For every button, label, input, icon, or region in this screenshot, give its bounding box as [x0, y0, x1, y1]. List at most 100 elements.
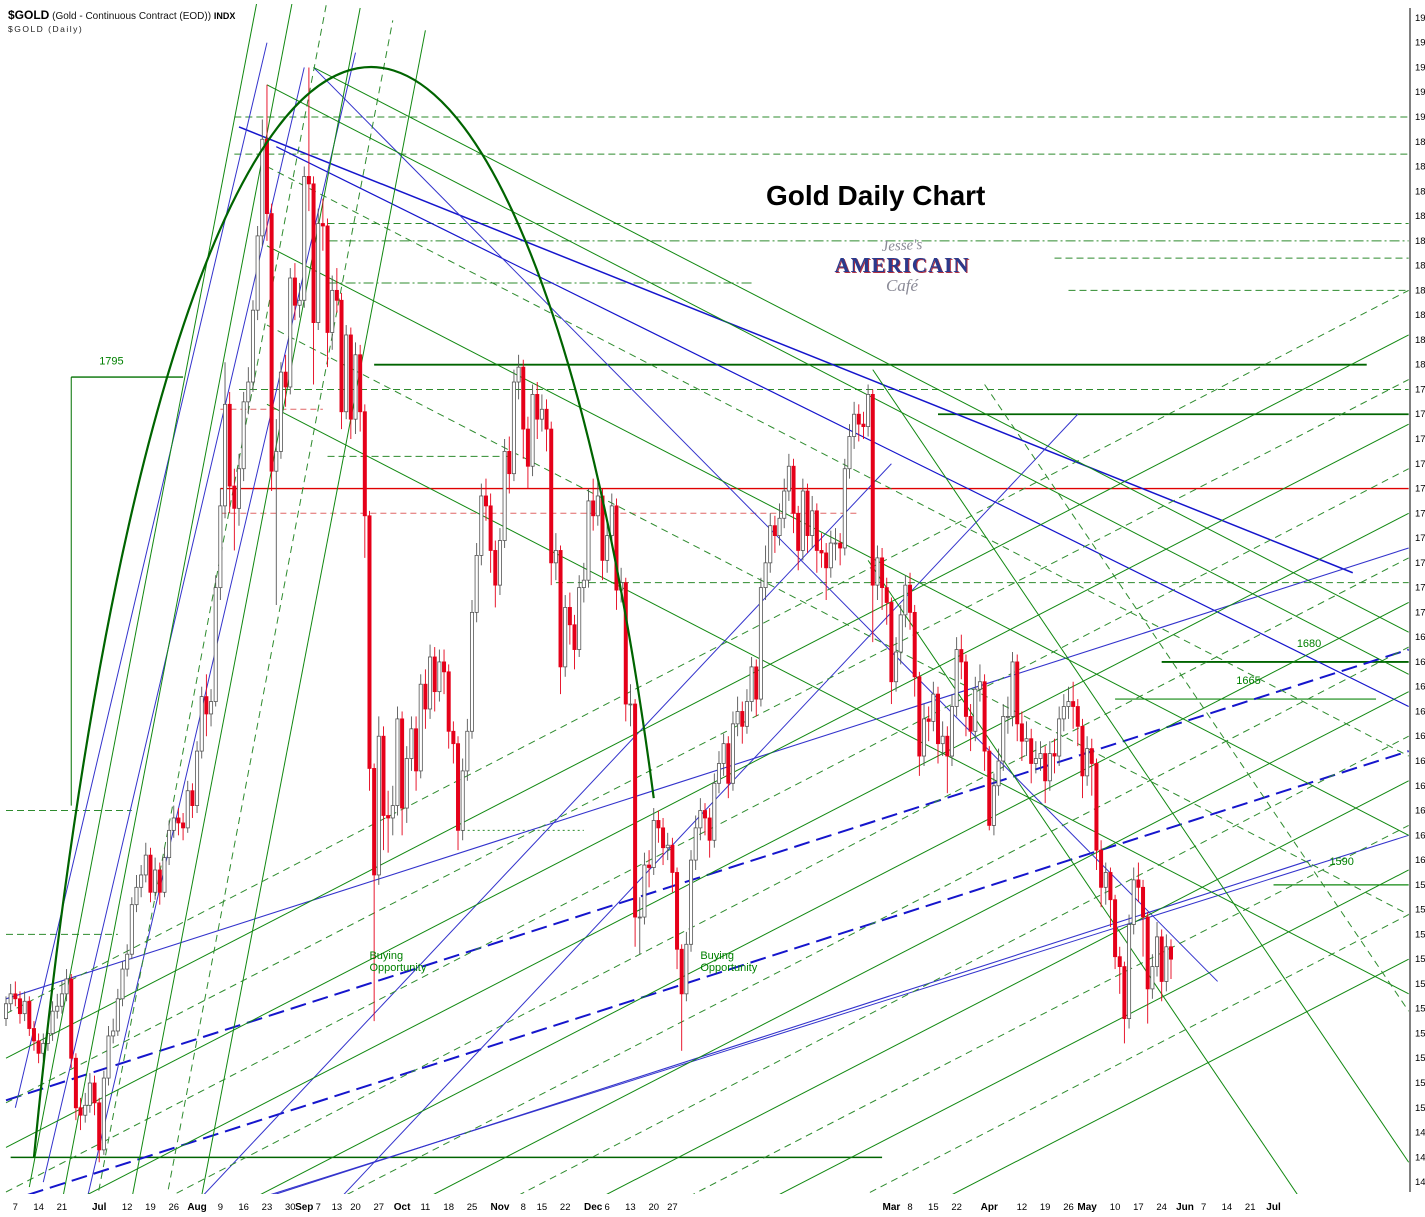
candle-body [959, 649, 964, 663]
candle-body [8, 993, 13, 1005]
candle-body [157, 869, 162, 893]
candle-body [549, 428, 554, 564]
candle-body [539, 408, 544, 420]
price-tick-label: 1870 [1415, 186, 1425, 197]
candle-body [675, 872, 680, 950]
candle-body [437, 661, 442, 693]
date-month-label: Oct [394, 1202, 411, 1213]
candle-body [348, 334, 353, 420]
date-tick-label: 13 [625, 1202, 636, 1213]
candle-body [227, 403, 232, 487]
date-tick-label: 13 [332, 1202, 343, 1213]
candle-body [255, 235, 260, 311]
price-tick-label: 1470 [1415, 1177, 1425, 1188]
candle-body [31, 1028, 36, 1042]
candle-body [306, 176, 311, 185]
candle-body [642, 864, 647, 918]
candle-body [977, 681, 982, 690]
price-tick-label: 1550 [1415, 979, 1425, 990]
date-tick-label: 7 [1201, 1202, 1206, 1213]
candle-body [763, 562, 768, 589]
candle-body [167, 829, 172, 859]
candle-body [1061, 706, 1066, 720]
candle-body [749, 666, 754, 702]
date-tick-label: 14 [1222, 1202, 1233, 1213]
candle-body [633, 703, 638, 918]
price-tick-label: 1710 [1415, 583, 1425, 594]
candle-body [866, 394, 871, 428]
date-tick-label: 11 [420, 1202, 430, 1213]
ticker-description: (Gold - Continuous Contract (EOD)) [49, 11, 214, 22]
candle-body [651, 820, 656, 868]
candle-body [707, 817, 712, 841]
date-tick-label: 20 [648, 1202, 659, 1213]
candle-body [316, 223, 321, 323]
date-tick-label: 26 [1063, 1202, 1074, 1213]
date-month-label: Apr [981, 1202, 998, 1213]
date-tick-label: 22 [951, 1202, 962, 1213]
candle-body [213, 587, 218, 702]
candle-body [949, 706, 954, 757]
candle-body [372, 768, 377, 876]
candle-body [931, 693, 936, 722]
date-tick-label: 10 [1110, 1202, 1121, 1213]
candle-body [302, 176, 307, 301]
candle-body [670, 844, 675, 873]
candle-body [581, 579, 586, 589]
price-tick-label: 1840 [1415, 261, 1425, 272]
chart-period-label: $GOLD (Daily) [8, 24, 84, 34]
candle-body [908, 584, 913, 613]
candle-body [563, 607, 568, 668]
logo-line-cafe: Café [885, 276, 919, 295]
candle-body [996, 760, 1001, 787]
candle-body [623, 582, 628, 705]
candle-body [330, 289, 335, 333]
candle-body [968, 716, 973, 732]
candle-body [1001, 716, 1006, 762]
date-tick-label: 25 [467, 1202, 478, 1213]
candle-body [204, 696, 209, 715]
date-tick-label: 19 [1040, 1202, 1051, 1213]
candle-body [656, 820, 661, 829]
candle-body [553, 550, 558, 564]
price-tick-label: 1860 [1415, 211, 1425, 222]
candle-body [264, 138, 269, 214]
candle-body [386, 815, 391, 819]
candle-body [209, 701, 214, 715]
candle-body [1127, 924, 1132, 1020]
candle-body [1019, 723, 1024, 742]
price-tick-label: 1740 [1415, 508, 1425, 519]
candle-body [875, 557, 880, 586]
candle-body [684, 943, 689, 995]
chart-annotation: 1665 [1236, 675, 1260, 687]
candle-body [572, 624, 577, 650]
candle-body [22, 1000, 27, 1015]
candle-body [754, 666, 759, 700]
price-tick-label: 1780 [1415, 409, 1425, 420]
date-tick-label: 27 [374, 1202, 385, 1213]
candle-body [483, 495, 488, 507]
candle-body [73, 1057, 78, 1109]
price-tick-label: 1640 [1415, 756, 1425, 767]
chart-annotation: Buying Opportunity [700, 950, 757, 974]
candle-body [1057, 718, 1062, 757]
candle-body [69, 978, 74, 1059]
candle-body [1117, 956, 1122, 967]
price-axis-labels: 1940 1930 1920 1910 1900 1890 1880 1870 1860 1850… [1415, 13, 1425, 1188]
price-tick-label: 1830 [1415, 285, 1425, 296]
candle-body [134, 886, 139, 906]
candle-body [325, 225, 330, 333]
candle-body [1024, 738, 1029, 742]
date-tick-label: 6 [604, 1202, 609, 1213]
price-tick-label: 1800 [1415, 360, 1425, 371]
price-tick-label: 1600 [1415, 855, 1425, 866]
candle-body [36, 1040, 41, 1054]
date-month-label: Sep [295, 1202, 313, 1213]
candle-body [889, 602, 894, 683]
candle-body [828, 542, 833, 569]
date-tick-label: 12 [122, 1202, 133, 1213]
candle-body [903, 584, 908, 616]
chart-annotation: Buying Opportunity [369, 950, 426, 974]
candle-body [185, 790, 190, 829]
candle-body [409, 728, 414, 759]
